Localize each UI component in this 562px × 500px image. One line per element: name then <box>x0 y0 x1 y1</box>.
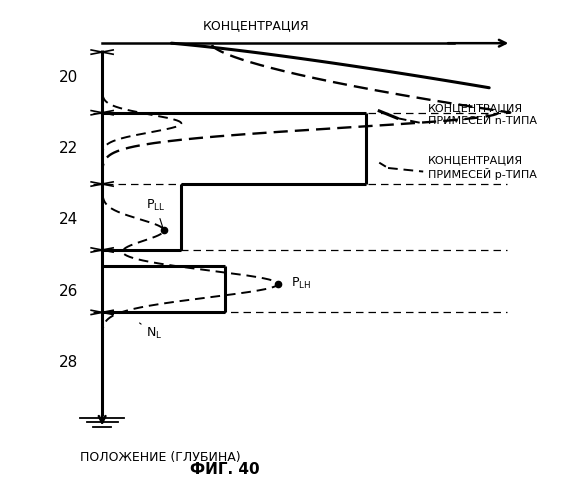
Text: ПОЛОЖЕНИЕ (ГЛУБИНА): ПОЛОЖЕНИЕ (ГЛУБИНА) <box>80 452 241 464</box>
Text: N$_{\mathregular{L}}$: N$_{\mathregular{L}}$ <box>139 323 162 342</box>
Text: 26: 26 <box>58 284 78 298</box>
Text: P$_{\mathregular{LH}}$: P$_{\mathregular{LH}}$ <box>291 276 311 291</box>
Text: КОНЦЕНТРАЦИЯ: КОНЦЕНТРАЦИЯ <box>203 20 310 32</box>
Text: 28: 28 <box>58 355 78 370</box>
Text: КОНЦЕНТРАЦИЯ
ПРИМЕСЕЙ n-ТИПА: КОНЦЕНТРАЦИЯ ПРИМЕСЕЙ n-ТИПА <box>428 104 537 126</box>
Text: 22: 22 <box>58 141 78 156</box>
Text: ФИГ. 40: ФИГ. 40 <box>191 462 260 477</box>
Text: 24: 24 <box>58 212 78 227</box>
Text: КОНЦЕНТРАЦИЯ
ПРИМЕСЕЙ р-ТИПА: КОНЦЕНТРАЦИЯ ПРИМЕСЕЙ р-ТИПА <box>428 156 537 180</box>
Text: 20: 20 <box>58 70 78 84</box>
Text: P$_{\mathregular{LL}}$: P$_{\mathregular{LL}}$ <box>146 198 165 228</box>
